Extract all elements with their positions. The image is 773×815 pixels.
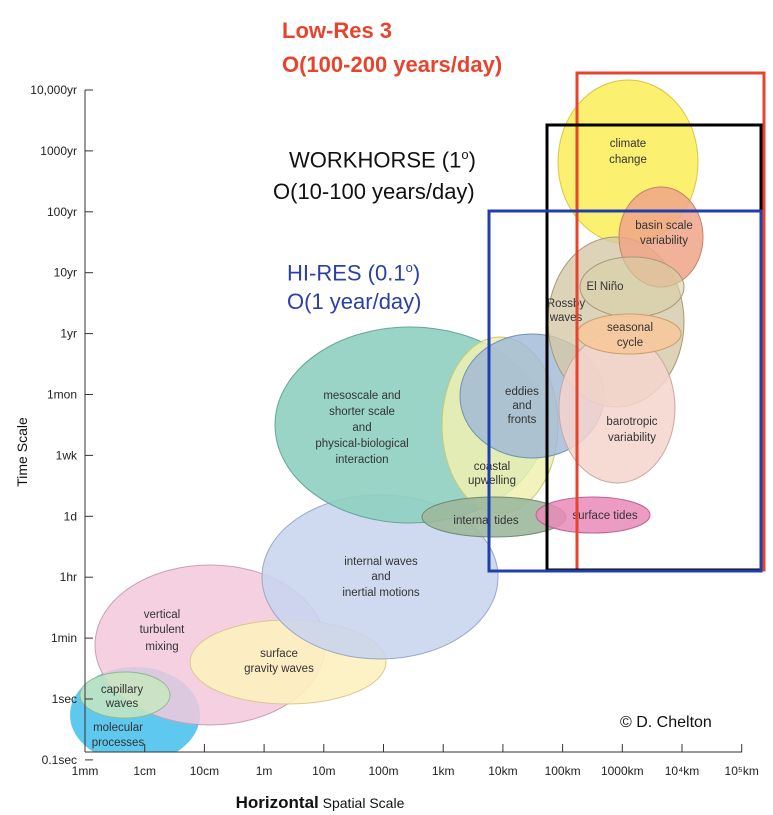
low-res-3-throughput: O(100-200 years/day) bbox=[282, 52, 503, 77]
axes bbox=[84, 90, 742, 753]
label-seasonal: seasonal cycle bbox=[607, 322, 653, 349]
hi-res-title: HI-RES (0.1o) bbox=[287, 260, 421, 286]
label-elnino: El Niño bbox=[586, 281, 623, 293]
label-basin: basin scale variability bbox=[635, 220, 693, 247]
credit-text: © D. Chelton bbox=[620, 714, 712, 731]
y-tick-label: 100yr bbox=[47, 205, 77, 219]
y-tick-label: 1hr bbox=[60, 570, 77, 584]
model-regime-boxes bbox=[487, 71, 766, 573]
phenomena-layer bbox=[68, 79, 704, 766]
x-tick-label: 1000km bbox=[601, 764, 644, 778]
hi-res-throughput: O(1 year/day) bbox=[287, 289, 422, 314]
hi-res-box bbox=[487, 209, 763, 573]
y-tick-label: 10,000yr bbox=[30, 83, 77, 97]
label-internal-tides: internal tides bbox=[453, 515, 518, 527]
x-tick-label: 10cm bbox=[190, 764, 219, 778]
x-tick-label: 1mm bbox=[72, 764, 99, 778]
label-surface-tides: surface tides bbox=[572, 510, 637, 522]
y-tick-label: 1mon bbox=[47, 388, 77, 402]
label-internal-waves: internal waves and inertial motions bbox=[342, 556, 420, 599]
y-axis-title: Time Scale bbox=[14, 417, 30, 487]
label-upwelling: coastal upwelling bbox=[468, 461, 516, 487]
x-tick-label: 1km bbox=[432, 764, 455, 778]
label-molecular: molecular processes bbox=[92, 722, 145, 749]
x-tick-label: 100m bbox=[368, 764, 398, 778]
workhorse-throughput: O(10-100 years/day) bbox=[273, 179, 475, 204]
label-mesoscale: mesoscale and shorter scale and physical-bi… bbox=[315, 390, 408, 466]
phenomena-labels: molecular processes capillary waves vertic… bbox=[92, 138, 693, 749]
x-tick-label: 10km bbox=[488, 764, 517, 778]
y-tick-label: 0.1sec bbox=[42, 753, 77, 767]
label-turbulent: vertical turbulent mixing bbox=[140, 609, 186, 653]
label-capillary: capillary waves bbox=[101, 684, 143, 710]
low-res-3-title: Low-Res 3 bbox=[282, 18, 393, 43]
label-eddies: eddies and fronts bbox=[505, 386, 539, 426]
x-axis-title: Horizontal Spatial Scale bbox=[236, 793, 405, 812]
y-tick-label: 1d bbox=[64, 509, 77, 523]
y-tick-label: 1000yr bbox=[40, 144, 77, 158]
y-tick-label: 1wk bbox=[56, 448, 78, 462]
capillary-waves-ellipse bbox=[79, 671, 171, 719]
label-climate: climate change bbox=[609, 138, 647, 166]
y-tick-label: 1yr bbox=[60, 327, 77, 341]
surface-tides-ellipse bbox=[535, 496, 651, 534]
molecular-processes-clip bbox=[68, 752, 203, 766]
x-ticks: 1mm 1cm 10cm 1m 10m 100m 1km 10km 100km 1000km 10⁴… bbox=[72, 744, 759, 778]
workhorse-title: WORKHORSE (1o) bbox=[289, 147, 476, 173]
y-tick-label: 1min bbox=[51, 631, 77, 645]
y-ticks: 10,000yr 1000yr 100yr 10yr 1yr 1mon 1wk 1d 1hr 1m… bbox=[30, 83, 93, 767]
x-tick-label: 100km bbox=[545, 764, 581, 778]
label-gravity: surface gravity waves bbox=[244, 648, 314, 675]
x-tick-label: 10⁵km bbox=[725, 764, 759, 778]
y-tick-label: 10yr bbox=[54, 266, 77, 280]
label-barotropic: barotropic variability bbox=[606, 416, 657, 444]
x-tick-label: 1m bbox=[256, 764, 273, 778]
y-tick-label: 1sec bbox=[52, 692, 77, 706]
x-tick-label: 10⁴km bbox=[665, 764, 700, 778]
x-tick-label: 10m bbox=[312, 764, 335, 778]
x-tick-label: 1cm bbox=[133, 764, 156, 778]
